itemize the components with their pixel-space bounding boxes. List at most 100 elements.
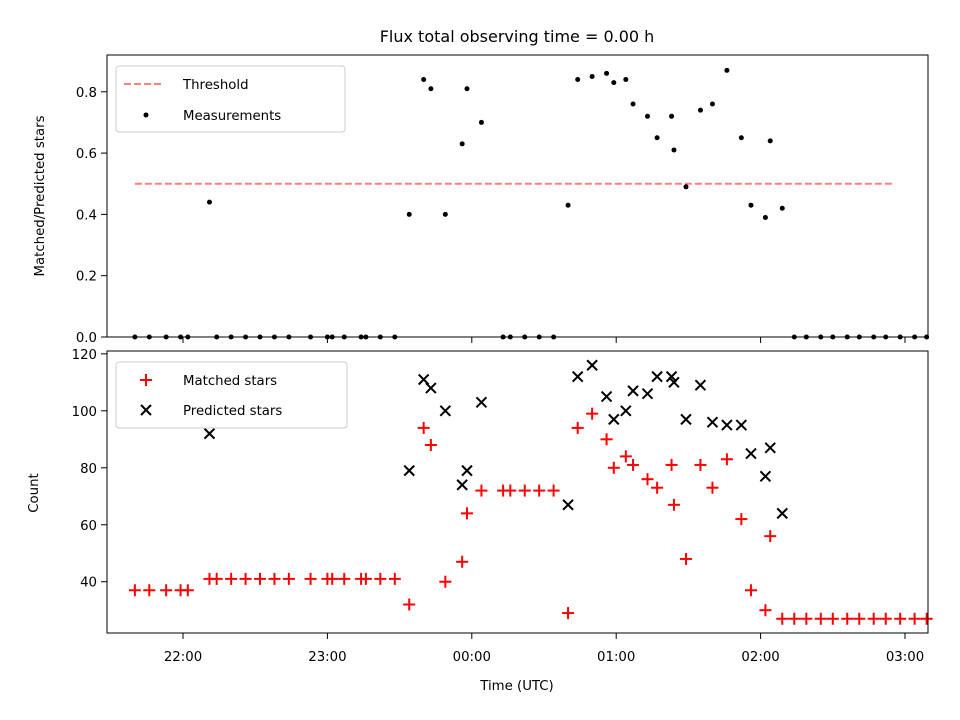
legend-matched-swatch	[140, 374, 152, 386]
matched-star-marker	[607, 461, 620, 474]
measurement-point	[442, 211, 448, 217]
top-legend: Threshold Measurements	[115, 65, 346, 133]
legend-measurements-swatch	[143, 112, 149, 118]
top-y-tick-label: 0.4	[76, 208, 97, 223]
predicted-star-marker	[425, 382, 437, 394]
matched-star-marker	[210, 572, 223, 585]
measurement-point	[575, 77, 581, 83]
predicted-star-marker	[403, 464, 415, 477]
measurement-point	[654, 135, 660, 141]
measurement-point	[669, 113, 675, 119]
matched-star-marker	[908, 612, 921, 625]
matched-star-marker	[160, 584, 173, 597]
predicted-star-marker	[706, 416, 719, 428]
predicted-star-marker	[600, 390, 613, 403]
measurement-point	[459, 141, 465, 147]
predicted-star-marker	[461, 464, 473, 477]
top-y-tick-label: 0.8	[76, 86, 97, 101]
predicted-star-marker	[651, 370, 663, 383]
predicted-star-marker	[620, 405, 632, 417]
matched-star-marker	[759, 604, 772, 617]
bottom-y-axis-label: Count	[27, 473, 42, 513]
matched-star-marker	[562, 607, 575, 620]
measurement-point	[697, 107, 703, 113]
matched-star-marker	[424, 439, 437, 451]
matched-star-marker	[735, 513, 748, 526]
x-tick-label: 23:00	[308, 650, 346, 665]
matched-star-marker	[586, 407, 599, 420]
top-y-tick-label: 0.2	[76, 270, 97, 285]
predicted-star-marker	[745, 447, 757, 460]
matched-star-marker	[720, 453, 733, 466]
bottom-legend-box	[115, 361, 348, 429]
matched-star-marker	[181, 584, 194, 597]
predicted-star-marker	[475, 396, 488, 408]
matched-star-marker	[268, 572, 281, 585]
predicted-star-marker	[608, 413, 620, 426]
bottom-y-tick-label: 100	[72, 405, 97, 420]
top-panel: 0.00.20.40.60.8 Matched/Predicted stars …	[33, 54, 930, 346]
predicted-star-marker	[439, 405, 452, 417]
x-tick-label: 03:00	[886, 650, 924, 665]
predicted-star-marker	[735, 419, 748, 431]
measurement-point	[464, 86, 470, 92]
predicted-star-marker	[456, 479, 468, 491]
measurement-point	[623, 77, 629, 83]
measurement-point	[604, 70, 610, 76]
matched-star-marker	[920, 612, 933, 625]
x-tick-label: 22:00	[164, 650, 202, 665]
matched-star-marker	[853, 612, 866, 625]
measurement-point	[644, 113, 650, 119]
legend-matched-label: Matched stars	[183, 374, 277, 389]
matched-star-marker	[744, 584, 757, 597]
matched-star-marker	[814, 612, 827, 625]
measurement-point	[421, 77, 427, 83]
matched-star-marker	[800, 612, 813, 625]
matched-star-marker	[826, 612, 839, 625]
matched-star-marker	[239, 572, 252, 585]
matched-star-marker	[841, 612, 854, 625]
matched-star-marker	[665, 458, 678, 471]
matched-star-marker	[867, 612, 880, 625]
bottom-y-tick-label: 40	[80, 576, 97, 591]
measurement-point	[565, 202, 571, 208]
measurement-point	[611, 80, 617, 86]
matched-star-marker	[547, 484, 560, 497]
predicted-star-marker	[571, 370, 584, 383]
measurement-point	[683, 184, 689, 190]
matched-star-marker	[388, 572, 401, 585]
top-y-axis-label: Matched/Predicted stars	[33, 115, 48, 276]
matched-star-marker	[282, 572, 295, 585]
matched-star-marker	[338, 572, 351, 585]
predicted-star-marker	[203, 427, 216, 440]
measurement-point	[478, 119, 484, 125]
matched-star-marker	[504, 484, 517, 497]
matched-star-marker	[304, 572, 317, 585]
bottom-y-tick-label: 60	[80, 519, 97, 534]
matched-star-marker	[225, 572, 238, 585]
x-tick-label: 02:00	[741, 650, 779, 665]
matched-star-marker	[475, 484, 488, 497]
predicted-star-marker	[586, 359, 598, 371]
matched-star-marker	[143, 584, 156, 597]
measurement-point	[779, 205, 785, 211]
measurement-point	[762, 214, 768, 220]
legend-predicted-label: Predicted stars	[183, 404, 282, 419]
matched-star-marker	[359, 572, 372, 585]
predicted-star-marker	[641, 388, 654, 400]
matched-star-marker	[518, 484, 531, 497]
matched-star-marker	[667, 498, 680, 511]
top-y-tick-label: 0.6	[76, 147, 97, 162]
x-tick-label: 01:00	[597, 650, 635, 665]
matched-star-marker	[679, 552, 692, 565]
legend-measurements-label: Measurements	[183, 109, 281, 124]
measurement-point	[589, 73, 595, 79]
matched-star-marker	[533, 484, 546, 497]
measurement-point	[738, 135, 744, 141]
measurement-point	[206, 199, 212, 205]
matched-star-marker	[641, 473, 654, 486]
matched-star-marker	[326, 572, 339, 585]
predicted-star-marker	[776, 507, 788, 520]
measurement-point	[748, 202, 754, 208]
